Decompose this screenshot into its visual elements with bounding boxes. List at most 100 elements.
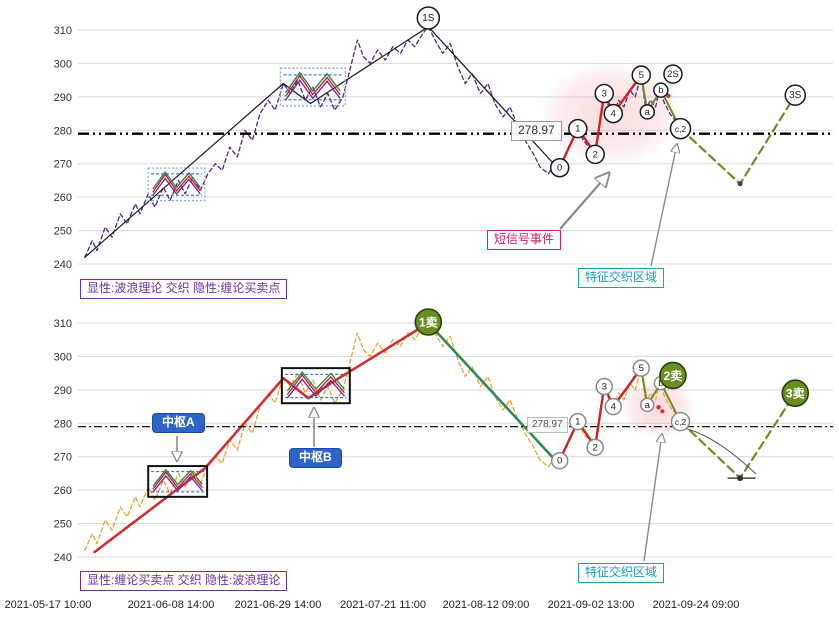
- x-tick-label: 2021-09-24 09:00: [653, 599, 740, 611]
- interweave-box: [147, 465, 209, 498]
- price-series-bottom: [84, 319, 684, 551]
- y-tick-label: 280: [54, 418, 72, 430]
- panel-top: 240 250 260 270 280 290 300 310 1S 0 1 2 34 5 ab c,2 2S 3…: [54, 6, 833, 271]
- interweave-box: [280, 367, 351, 405]
- wave-marker-label: 1: [575, 417, 580, 428]
- mini-zigzag: [286, 378, 345, 399]
- sell-point-marker: [781, 379, 810, 408]
- wave-marker: [784, 84, 806, 106]
- annotation-arrow: [650, 144, 677, 267]
- sell-point-marker: [659, 361, 687, 390]
- pivot-b-label: 中枢B: [289, 448, 342, 468]
- mini-zigzag: [152, 177, 201, 197]
- point-dot: [666, 93, 671, 99]
- y-tick-label: 300: [54, 351, 72, 363]
- wave-marker-label: 4: [611, 402, 616, 413]
- interweave-box: [147, 167, 206, 202]
- point-dot: [656, 405, 661, 410]
- wave-marker: [585, 144, 605, 165]
- y-tick-label: 260: [54, 485, 72, 497]
- y-tick-label: 270: [54, 452, 72, 464]
- wave-marker-label: 0: [557, 456, 562, 467]
- projection-line: [679, 94, 797, 185]
- y-tick-label: 240: [54, 259, 72, 271]
- sell-point-marker: [414, 308, 443, 336]
- wave-marker: [603, 103, 624, 124]
- sell-point-label: 2卖: [664, 368, 683, 383]
- projection-line: [679, 392, 797, 480]
- annotation-curve: [683, 427, 757, 475]
- pivot-a-label: 中枢A: [152, 413, 205, 433]
- x-tick-label: 2021-08-12 09:00: [443, 599, 530, 611]
- point-dot: [660, 409, 665, 414]
- wave-marker-label: 2S: [667, 69, 679, 80]
- wave-theory-legend: 显性:波浪理论 交织 隐性:缠论买卖点: [80, 279, 288, 299]
- mini-zigzag: [152, 170, 201, 190]
- wave-marker: [586, 438, 604, 457]
- wave-marker: [416, 6, 441, 30]
- annotation-arrow: [643, 434, 662, 562]
- wave-marker-label: b: [658, 378, 663, 389]
- mini-zigzag: [286, 371, 345, 392]
- mini-zigzag: [284, 74, 341, 97]
- wave-marker-label: 2: [593, 149, 598, 160]
- point-dot: [737, 181, 743, 187]
- mini-zigzag: [152, 173, 201, 193]
- mini-zigzag: [284, 78, 341, 101]
- price-threshold-label-bottom: 278.97: [527, 417, 568, 433]
- point-dot: [737, 475, 744, 482]
- feature-zone-label-bottom: 特征交织区域: [578, 563, 665, 583]
- x-tick-label: 2021-09-02 13:00: [548, 599, 635, 611]
- y-tick-label: 250: [54, 519, 72, 531]
- y-tick-label: 240: [54, 552, 72, 564]
- wave-marker: [639, 104, 656, 120]
- y-tick-label: 260: [54, 192, 72, 204]
- interweave-box: [279, 67, 346, 107]
- mini-zigzag: [284, 71, 341, 94]
- mini-zigzag: [152, 471, 203, 490]
- wave-marker-label: 5: [639, 363, 644, 374]
- y-tick-label: 300: [54, 58, 72, 70]
- wave-marker-label: 0: [557, 163, 562, 174]
- y-tick-label: 290: [54, 385, 72, 397]
- wave-marker: [550, 451, 569, 470]
- wave-marker: [569, 412, 587, 431]
- wave-marker-label: 1: [575, 124, 580, 135]
- price-threshold-label-top: 278.97: [511, 121, 562, 141]
- mini-zigzag: [286, 373, 345, 395]
- y-tick-label: 290: [54, 92, 72, 104]
- wave-marker: [594, 83, 614, 104]
- y-tick-label: 250: [54, 226, 72, 238]
- wave-marker-label: 3: [602, 89, 607, 100]
- y-tick-label: 310: [54, 25, 72, 37]
- mini-zigzag: [152, 474, 203, 493]
- wave-marker-label: c,2: [675, 124, 687, 134]
- wave-marker-label: 4: [611, 109, 616, 120]
- abc-correction-line: [640, 74, 682, 130]
- y-tick-label: 310: [54, 318, 72, 330]
- sms-signal-label: 短信号事件: [487, 230, 562, 250]
- wave-marker-label: 2: [593, 442, 598, 453]
- mini-zigzag: [152, 468, 203, 487]
- trend-line: [84, 26, 558, 258]
- feature-zone-label-top: 特征交织区域: [578, 268, 665, 288]
- annotation-arrow: [559, 173, 609, 230]
- abc-correction-line: [640, 367, 682, 423]
- trend-line: [93, 321, 430, 554]
- wave-marker: [631, 65, 651, 85]
- wave-marker-label: b: [658, 85, 663, 96]
- x-tick-label: 2021-06-08 14:00: [128, 599, 215, 611]
- wave-marker: [549, 157, 570, 178]
- wave-marker-label: c,2: [675, 417, 687, 427]
- trend-line: [427, 321, 560, 465]
- wave-marker: [568, 118, 588, 139]
- x-tick-label: 2021-05-17 10:00: [5, 599, 92, 611]
- wave-marker: [632, 359, 650, 377]
- y-tick-label: 270: [54, 159, 72, 171]
- wave-marker: [640, 397, 655, 413]
- wave-marker: [669, 117, 692, 140]
- wave-marker-label: 5: [639, 70, 644, 81]
- chan-theory-legend: 显性:缠论买卖点 交织 隐性:波浪理论: [80, 571, 288, 591]
